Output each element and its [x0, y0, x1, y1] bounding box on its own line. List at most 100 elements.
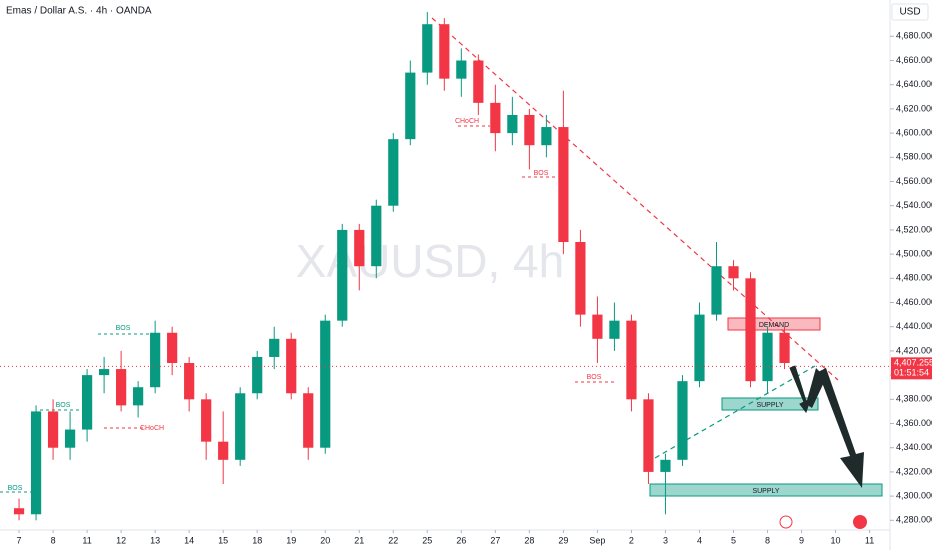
y-tick-label: 4,440.000 — [896, 321, 932, 331]
annotation: CHoCH — [140, 425, 164, 432]
y-tick-label: 4,640.000 — [896, 79, 932, 89]
candle-body — [286, 338, 297, 394]
candle-body — [711, 266, 722, 315]
candle-body — [643, 399, 654, 472]
arrow — [818, 368, 864, 488]
candle-body — [167, 332, 178, 364]
candle-body — [422, 24, 433, 73]
candle-body — [405, 72, 416, 140]
candle-body — [269, 338, 280, 357]
y-tick-label: 4,480.000 — [896, 273, 932, 283]
candle-body — [609, 320, 620, 339]
candle-body — [439, 24, 450, 79]
x-tick-label: 5 — [731, 535, 736, 545]
candle-body — [728, 266, 739, 279]
annotation: BOS — [116, 325, 131, 332]
candle-body — [184, 363, 195, 400]
candle-body — [13, 508, 25, 515]
zone — [649, 483, 883, 497]
candle-body — [99, 369, 110, 376]
y-tick-label: 4,340.000 — [896, 442, 932, 452]
x-tick-label: 2 — [629, 535, 634, 545]
candle-body — [524, 114, 535, 146]
y-tick-label: 4,300.000 — [896, 490, 932, 500]
zone — [721, 397, 819, 411]
candle-body — [320, 320, 331, 448]
x-tick-label: 13 — [150, 535, 160, 545]
candle-body — [303, 393, 314, 448]
candle-body — [490, 102, 501, 134]
candle-body — [541, 127, 552, 146]
chart-title: Emas / Dollar A.S. · 4h · OANDA — [6, 6, 152, 17]
candle-body — [218, 441, 229, 460]
y-tick-label: 4,540.000 — [896, 200, 932, 210]
x-tick-label: 11 — [865, 535, 874, 545]
candle-body — [677, 381, 688, 460]
x-tick-label: 3 — [663, 535, 668, 545]
x-tick-label: 10 — [831, 535, 841, 545]
candle-body — [473, 60, 484, 103]
y-tick-label: 4,680.000 — [896, 31, 932, 41]
x-tick-label: 25 — [422, 535, 432, 545]
x-tick-label: 18 — [252, 535, 262, 545]
x-tick-label: 19 — [286, 535, 296, 545]
arrow — [789, 365, 811, 414]
x-tick-label: 22 — [388, 535, 398, 545]
candle-body — [558, 127, 569, 243]
countdown: 01:51:54 — [894, 368, 929, 378]
x-tick-label: 20 — [320, 535, 330, 545]
event-icon[interactable] — [853, 515, 867, 529]
x-tick-label: 7 — [17, 535, 22, 545]
x-tick-label: 27 — [490, 535, 500, 545]
event-icon[interactable] — [779, 515, 793, 529]
y-tick-label: 4,600.000 — [896, 127, 932, 137]
x-tick-label: 8 — [51, 535, 56, 545]
y-tick-label: 4,520.000 — [896, 224, 932, 234]
candle-body — [388, 139, 399, 206]
x-tick-label: 14 — [184, 535, 194, 545]
y-tick-label: 4,320.000 — [896, 466, 932, 476]
x-tick-label: 26 — [456, 535, 466, 545]
y-tick-label: 4,420.000 — [896, 345, 932, 355]
x-tick-label: 11 — [82, 535, 91, 545]
candle-body — [456, 60, 467, 79]
watermark: XAUUSD, 4h — [296, 235, 564, 287]
candle-body — [354, 229, 365, 267]
price-label: 4,407.255 — [894, 358, 932, 368]
candle-body — [201, 399, 212, 442]
candle-body — [762, 332, 773, 382]
y-tick-label: 4,380.000 — [896, 394, 932, 404]
candle-body — [575, 242, 586, 315]
x-tick-label: 29 — [558, 535, 568, 545]
currency[interactable]: USD — [899, 7, 920, 18]
y-tick-label: 4,620.000 — [896, 103, 932, 113]
y-tick-label: 4,360.000 — [896, 418, 932, 428]
y-tick-label: 4,460.000 — [896, 297, 932, 307]
y-tick-label: 4,660.000 — [896, 55, 932, 65]
x-tick-label: 8 — [765, 535, 770, 545]
candle-body — [660, 459, 671, 472]
y-tick-label: 4,500.000 — [896, 248, 932, 258]
x-tick-label: 21 — [354, 535, 364, 545]
candle-body — [507, 114, 518, 134]
annotation: BOS — [587, 374, 602, 381]
y-tick-label: 4,580.000 — [896, 152, 932, 162]
candle-body — [592, 314, 603, 339]
trend-line — [431, 17, 839, 381]
candle-body — [150, 332, 161, 388]
price-box — [891, 357, 932, 380]
currency-box[interactable] — [891, 3, 929, 21]
candle-body — [337, 229, 348, 321]
annotation: BOS — [56, 402, 71, 409]
x-tick-label: 15 — [218, 535, 228, 545]
x-tick-label: 9 — [799, 535, 804, 545]
candle-body — [779, 332, 790, 364]
x-tick-label: 28 — [524, 535, 534, 545]
candle-body — [47, 411, 59, 448]
annotation: CHoCH — [455, 118, 479, 125]
candle-body — [371, 205, 382, 267]
y-tick-label: 4,280.000 — [896, 515, 932, 525]
x-tick-label: Sep — [589, 535, 605, 545]
